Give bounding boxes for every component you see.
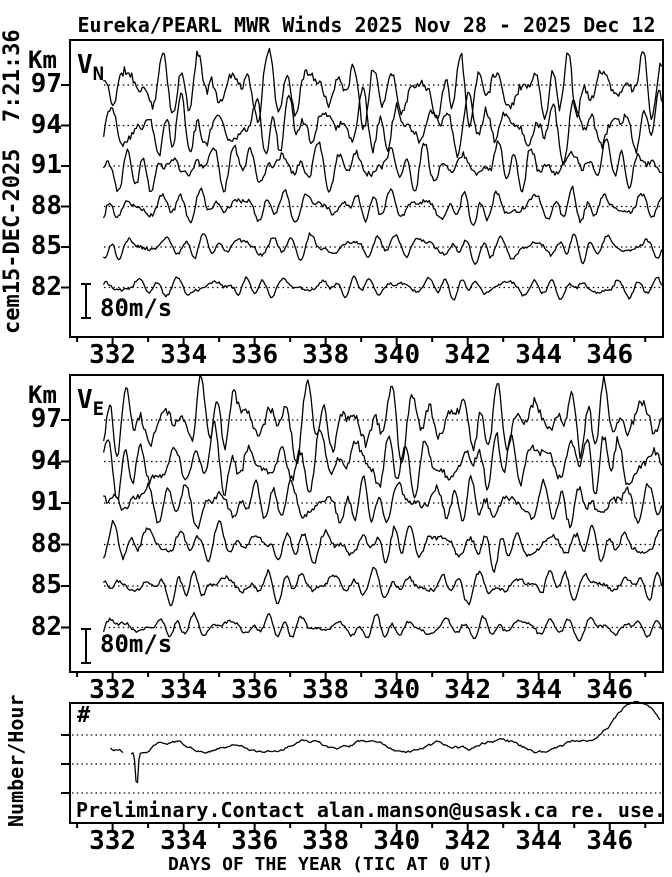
panel-label-ve: VE — [77, 385, 104, 420]
day-tick-label: 342 — [444, 826, 492, 856]
day-tick-label: 344 — [515, 340, 563, 370]
scale-bar-label-ve: 80m/s — [100, 630, 173, 658]
altitude-tick-label: 82 — [30, 611, 62, 642]
day-tick-label: 334 — [160, 675, 208, 705]
day-tick-label: 344 — [515, 826, 563, 856]
day-tick-label: 340 — [373, 675, 421, 705]
day-tick-label: 332 — [89, 340, 137, 370]
vn-label-sub: N — [92, 63, 105, 85]
day-tick-label: 346 — [586, 826, 634, 856]
day-tick-label: 340 — [373, 826, 421, 856]
altitude-tick-label: 82 — [30, 271, 62, 302]
altitude-tick-label: 85 — [30, 231, 62, 261]
day-tick-label: 344 — [515, 675, 563, 705]
day-tick-label: 346 — [586, 340, 634, 370]
day-tick-label: 340 — [373, 340, 421, 370]
day-tick-label: 334 — [160, 340, 208, 370]
altitude-tick-label: 91 — [30, 150, 62, 180]
day-tick-label: 332 — [89, 826, 137, 856]
altitude-tick-label: 88 — [30, 528, 62, 559]
day-tick-label: 332 — [89, 675, 137, 705]
altitude-tick-label: 94 — [30, 445, 62, 476]
day-tick-label: 336 — [231, 340, 279, 370]
day-tick-label: 334 — [160, 826, 208, 856]
day-tick-label: 336 — [231, 675, 279, 705]
ve-label-sub: E — [92, 398, 105, 420]
count-panel-axis-label: Number/Hour — [4, 694, 28, 827]
day-tick-label: 338 — [302, 340, 350, 370]
ve-label-main: V — [77, 385, 93, 415]
altitude-tick-label: 94 — [30, 109, 62, 140]
day-tick-label: 338 — [302, 675, 350, 705]
day-tick-label: 338 — [302, 826, 350, 856]
y-axis-unit-label-ve: Km — [28, 381, 57, 409]
count-panel-symbol: # — [77, 703, 91, 728]
vn-label-main: V — [77, 50, 93, 80]
panel-label-vn: VN — [77, 50, 104, 85]
scale-bar-label-vn: 80m/s — [100, 294, 173, 322]
altitude-tick-label: 97 — [30, 404, 62, 434]
chart-title: Eureka/PEARL MWR Winds 2025 Nov 28 - 202… — [77, 13, 656, 37]
day-tick-label: 342 — [444, 340, 492, 370]
altitude-tick-label: 88 — [30, 190, 62, 221]
altitude-tick-label: 85 — [30, 570, 62, 600]
altitude-tick-label: 97 — [30, 69, 62, 99]
y-axis-unit-label-vn: Km — [28, 46, 57, 74]
day-tick-label: 342 — [444, 675, 492, 705]
x-axis-title: DAYS OF THE YEAR (TIC AT 0 UT) — [167, 854, 494, 875]
preliminary-contact-note: Preliminary.Contact alan.manson@usask.ca… — [76, 798, 667, 822]
day-tick-label: 346 — [586, 675, 634, 705]
altitude-tick-label: 91 — [30, 487, 62, 517]
day-tick-label: 336 — [231, 826, 279, 856]
